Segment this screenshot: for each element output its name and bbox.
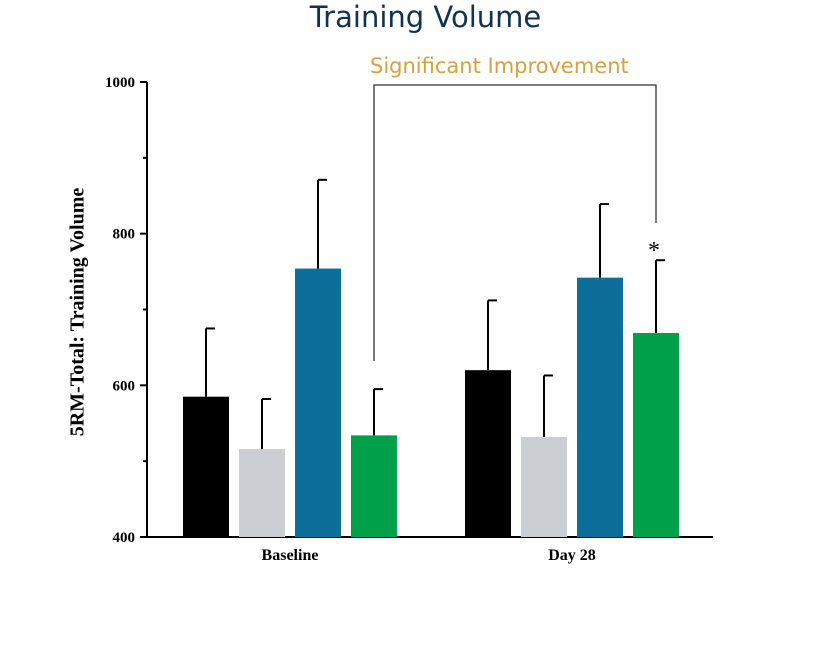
bar: [465, 370, 511, 537]
x-tick-label: Baseline: [262, 547, 319, 564]
bar: [183, 396, 229, 537]
y-tick-label: 600: [113, 378, 136, 394]
bar: [521, 436, 567, 537]
y-tick-label: 1000: [105, 75, 135, 91]
bar: [577, 277, 623, 537]
bar: [295, 268, 341, 537]
significance-bracket: [373, 84, 657, 362]
bar: [633, 333, 679, 537]
x-tick-label: Day 28: [548, 547, 596, 564]
bar: [351, 435, 397, 537]
significance-annotation: Significant Improvement: [370, 54, 629, 78]
y-tick-label: 400: [113, 530, 136, 546]
y-tick-label: 800: [113, 227, 136, 243]
bar: [239, 449, 285, 537]
chart-title: Training Volume: [309, 0, 542, 34]
significance-star: *: [648, 238, 660, 264]
